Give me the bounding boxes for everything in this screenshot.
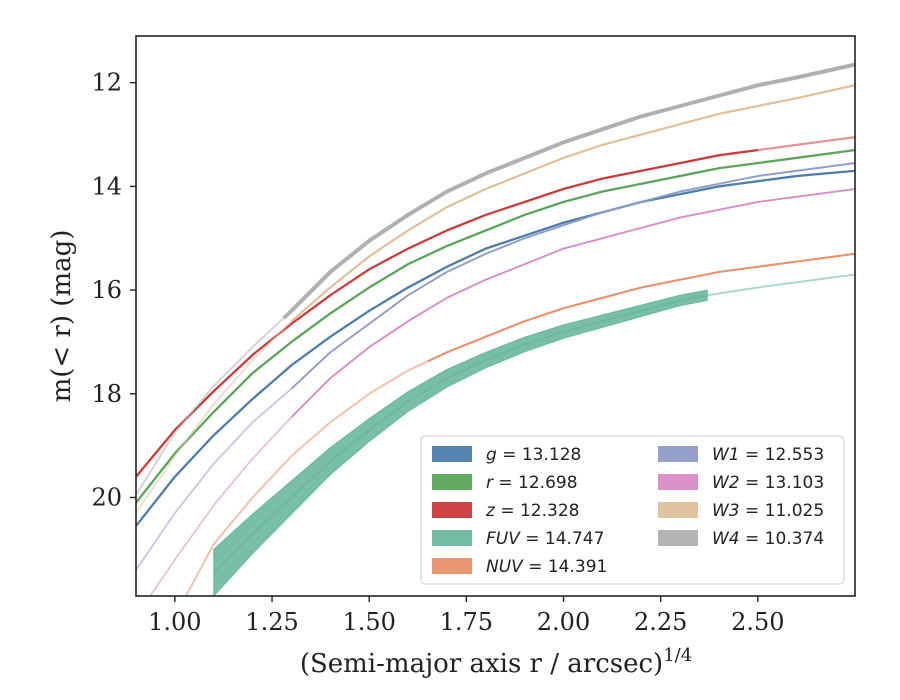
series-nuv-line (427, 252, 855, 363)
series-fuv-band (213, 289, 708, 596)
series-w1-line (290, 162, 855, 390)
legend-item-z: z = 12.328 (432, 501, 579, 521)
x-tick-label: 2.25 (634, 608, 687, 636)
series-r-line (136, 148, 855, 504)
legend-item-w2: W2 = 13.103 (658, 473, 824, 493)
series-g-line (136, 169, 855, 527)
plot-frame (135, 35, 856, 597)
series-z-faded-line (136, 136, 855, 478)
x-tick-label: 1.50 (342, 608, 395, 636)
legend-swatch-fuv (432, 530, 472, 546)
legend: g = 13.128 r = 12.698 z = 12.328 FUV = 14.7… (420, 435, 845, 585)
legend-item-w4: W4 = 10.374 (658, 529, 824, 549)
legend-swatch-w4 (658, 530, 698, 546)
y-tick-label: 16 (91, 276, 122, 304)
series-w4-line (282, 62, 855, 320)
series-w2 (149, 188, 855, 596)
x-tick-label: 1.25 (245, 608, 298, 636)
y-tick-label: 20 (91, 483, 122, 511)
legend-swatch-r (432, 474, 472, 490)
series-z-line (136, 148, 758, 478)
series-w1 (136, 162, 855, 571)
series-w3-line (290, 84, 855, 323)
series-r (136, 148, 855, 504)
legend-swatch-w2 (658, 474, 698, 490)
y-tick-label: 12 (91, 69, 122, 97)
series-layer (136, 62, 855, 596)
series-fuv-line (213, 294, 708, 574)
series-fuv (213, 273, 855, 596)
legend-frame (420, 435, 845, 585)
series-z (136, 136, 855, 478)
y-tick-label: 14 (91, 172, 122, 200)
legend-item-g: g = 13.128 (432, 445, 581, 465)
x-tick-label: 2.00 (537, 608, 590, 636)
series-g (136, 169, 855, 527)
x-axis-label-text: (Semi-major axis r / arcsec) (300, 649, 663, 679)
legend-label-w1: W1 = 12.553 (712, 445, 824, 465)
x-tick-label: 1.75 (440, 608, 493, 636)
legend-item-nuv: NUV = 14.391 (432, 557, 607, 577)
x-tick-label: 1.00 (148, 608, 201, 636)
series-w2-line (290, 188, 855, 418)
legend-label-nuv: NUV = 14.391 (486, 557, 607, 577)
legend-item-w3: W3 = 11.025 (658, 501, 824, 521)
x-axis-label-exponent: 1/4 (663, 645, 692, 666)
y-axis-label: m(< r) (mag) (47, 230, 77, 403)
series-w3 (136, 84, 855, 514)
legend-item-fuv: FUV = 14.747 (432, 529, 604, 549)
legend-label-w2: W2 = 13.103 (712, 473, 824, 493)
legend-swatch-w3 (658, 502, 698, 518)
legend-label-r: r = 12.698 (486, 473, 578, 493)
legend-label-g: g = 13.128 (486, 445, 581, 465)
legend-label-fuv: FUV = 14.747 (486, 529, 604, 549)
y-tick-label: 18 (91, 380, 122, 408)
legend-label-w3: W3 = 11.025 (712, 501, 824, 521)
series-w4 (136, 62, 855, 496)
legend-items: g = 13.128 r = 12.698 z = 12.328 FUV = 14.7… (432, 445, 824, 577)
ticks-layer: 1.00 1.25 1.50 1.75 2.00 2.25 2.50 12 14 16 18 20 (91, 69, 784, 636)
legend-swatch-z (432, 502, 472, 518)
x-axis-label: (Semi-major axis r / arcsec)1/4 (300, 645, 692, 679)
legend-swatch-nuv (432, 558, 472, 574)
legend-label-w4: W4 = 10.374 (712, 529, 824, 549)
x-tick-label: 2.50 (731, 608, 784, 636)
legend-item-w1: W1 = 12.553 (658, 445, 824, 465)
series-nuv (184, 252, 855, 596)
legend-label-z: z = 12.328 (485, 501, 579, 521)
legend-swatch-g (432, 446, 472, 462)
legend-swatch-w1 (658, 446, 698, 462)
legend-item-r: r = 12.698 (432, 473, 578, 493)
